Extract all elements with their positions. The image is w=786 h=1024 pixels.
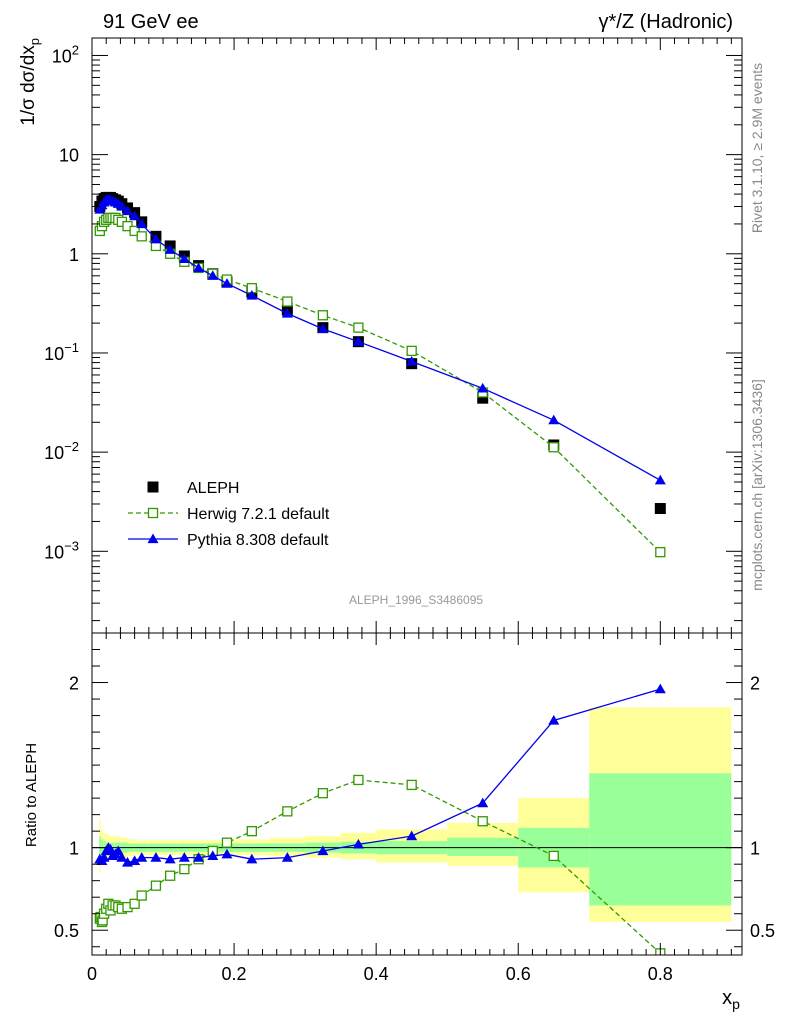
herwig-7-2-1-default-point [548,442,559,453]
pythia-8-308-default-point [122,205,134,216]
pythia-8-308-default-ratio-point [116,852,128,862]
analysis-watermark: ALEPH_1996_S3486095 [349,593,483,607]
legend-marker-pythia-8-308-default [147,533,159,544]
pythia-8-308-default-ratio-point [164,853,176,864]
legend-marker-herwig-7-2-1-default [147,507,159,519]
pythia-8-308-default-point [281,308,293,318]
ratio-y-tick-label-right: 1 [750,839,760,859]
pythia-8-308-default-point [207,270,219,280]
pythia-8-308-default-ratio-point [477,797,489,808]
pythia-8-308-default-ratio-point [246,853,258,864]
herwig-7-2-1-default-ratio-point [317,788,329,799]
pythia-8-308-default-ratio-point [104,843,116,854]
herwig-7-2-1-default-point [129,225,140,237]
pythia-8-308-default-point [246,289,258,300]
x-tick-label: 0.4 [364,964,389,984]
pythia-8-308-default-point [654,474,666,485]
herwig-7-2-1-default-point [282,296,293,307]
pythia-8-308-default-ratio-point [178,852,190,862]
x-axis-title: xp [722,987,740,1012]
pythia-8-308-default-ratio-point [548,715,560,725]
stat-uncertainty-band [589,773,732,906]
herwig-7-2-1-default-line [99,217,661,553]
herwig-7-2-1-default-ratio-point [353,774,364,786]
pythia-8-308-default-ratio-point [193,852,205,862]
header-right: γ*/Z (Hadronic) [599,11,733,33]
y-tick-label: 10−1 [44,340,79,364]
herwig-7-2-1-default-ratio-point [548,850,559,862]
pythia-8-308-default-ratio-point [129,855,141,866]
ratio-y-tick-label-left: 1 [69,839,79,859]
pythia-8-308-default-ratio-point [221,848,233,859]
x-tick-label: 0.6 [506,964,531,984]
pythia-8-308-default-point [193,262,205,273]
herwig-7-2-1-default-ratio-point [164,870,176,881]
pythia-8-308-default-point [136,218,148,229]
pythia-8-308-default-point [477,382,489,393]
pythia-8-308-default-ratio-point [150,852,162,862]
herwig-7-2-1-default-ratio-point [406,779,417,791]
y-tick-label: 10−3 [44,538,79,562]
pythia-8-308-default-ratio-point [112,845,124,856]
pythia-8-308-default-point [406,356,418,366]
x-tick-label: 0 [87,964,97,984]
pythia-8-308-default-point [221,278,233,288]
legend-label-herwig-7-2-1-default: Herwig 7.2.1 default [187,506,330,523]
herwig-7-2-1-default-ratio-point [179,863,190,875]
pythia-8-308-default-point [317,323,329,333]
pythia-8-308-default-point [164,244,176,254]
y-tick-label: 102 [52,42,79,66]
pythia-8-308-default-ratio-point [281,852,293,862]
pythia-8-308-default-ratio-point [654,683,666,694]
herwig-7-2-1-default-point [317,310,329,321]
ratio-y-tick-label-right: 2 [750,674,760,694]
herwig-7-2-1-default-point [353,322,364,333]
herwig-7-2-1-default-point [406,345,417,357]
herwig-7-2-1-default-ratio-point [150,880,162,891]
herwig-7-2-1-default-ratio-point [477,816,488,827]
herwig-7-2-1-default-ratio-point [136,890,147,901]
herwig-7-2-1-default-ratio-point [246,826,257,837]
ratio-y-tick-label-left: 2 [69,674,79,694]
legend-label-aleph: ALEPH [187,480,239,497]
herwig-7-2-1-default-ratio-point [221,837,233,848]
x-tick-label: 0.8 [648,964,673,984]
herwig-7-2-1-default-ratio-point [129,898,140,909]
pythia-8-308-default-point [129,210,141,221]
pythia-8-308-default-point [178,253,190,263]
pythia-8-308-default-point [150,233,162,244]
herwig-7-2-1-default-point [136,231,147,242]
aleph-point [477,392,489,404]
stat-uncertainty-band [447,837,519,856]
pythia-8-308-default-ratio-point [136,852,148,862]
pythia-8-308-default-point [116,200,128,211]
mcplots-label: mcplots.cern.ch [arXiv:1306.3436] [749,379,765,591]
ratio-plot-frame [91,632,743,956]
y-tick-label: 1 [69,245,79,265]
pythia-8-308-default-point [548,414,560,425]
pythia-8-308-default-ratio-point [352,838,364,849]
ratio-y-tick-label-left: 0.5 [54,921,79,941]
pythia-8-308-default-ratio-point [406,830,418,841]
pythia-8-308-default-ratio-point [207,850,219,861]
pythia-8-308-default-line [99,199,661,481]
pythia-8-308-default-point [352,336,364,346]
y-tick-label: 10−2 [44,439,79,463]
legend-label-pythia-8-308-default: Pythia 8.308 default [187,532,329,549]
ratio-y-axis-title: Ratio to ALEPH [23,743,40,847]
herwig-7-2-1-default-point [655,547,666,558]
header-left: 91 GeV ee [103,11,199,33]
y-tick-label: 10 [59,146,79,166]
legend-marker-aleph [147,481,159,493]
herwig-7-2-1-default-ratio-point [282,806,293,817]
main-y-axis-title: 1/σ dσ/dxp [18,38,42,126]
ratio-y-tick-label-right: 0.5 [750,921,775,941]
pythia-8-308-default-ratio-point [98,852,110,862]
x-tick-label: 0.2 [222,964,247,984]
pythia-8-308-default-ratio-point [317,845,329,856]
aleph-point [654,503,666,515]
rivet-label: Rivet 3.1.10, ≥ 2.9M events [749,63,765,233]
